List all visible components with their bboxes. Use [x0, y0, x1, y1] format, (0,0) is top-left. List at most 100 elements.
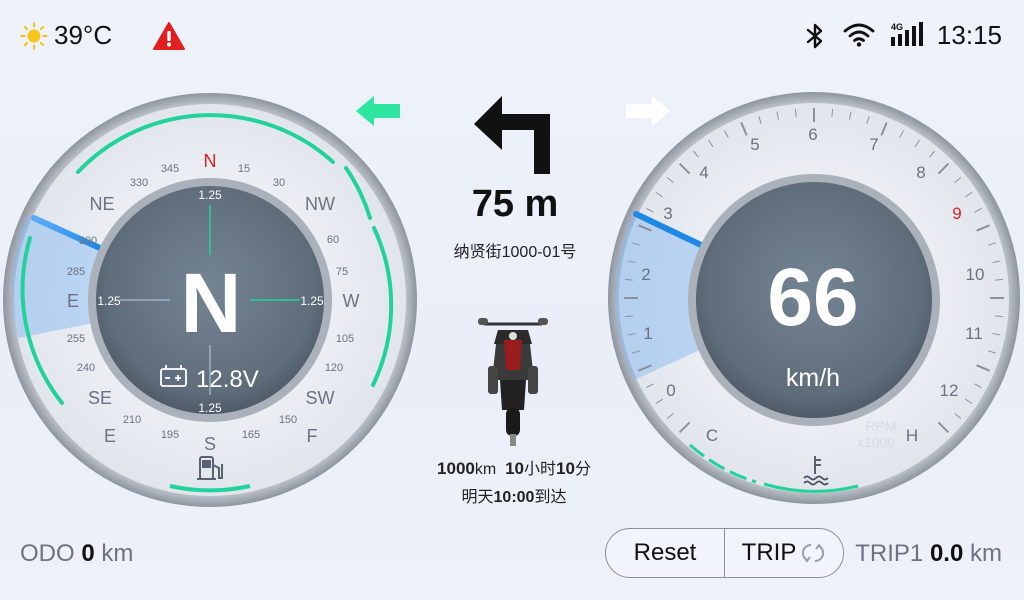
turn-left-arrow-icon	[474, 96, 550, 174]
trip-control-group: Reset TRIP	[605, 528, 844, 578]
rpm-tick	[678, 162, 691, 175]
rpm-tick-label: 4	[699, 163, 708, 182]
odo-unit: km	[101, 540, 134, 567]
trip1-unit: km	[970, 540, 1002, 567]
degree-label: 195	[161, 429, 179, 441]
fuel-empty-label: E	[104, 426, 116, 446]
rpm-tick	[976, 364, 990, 372]
rpm-tick	[624, 315, 633, 318]
compass-se-label: SE	[88, 388, 112, 408]
cycle-icon	[802, 543, 825, 563]
odometer: ODO 0 km	[20, 540, 133, 568]
compass-inner-left: 1.25	[97, 294, 121, 308]
warning-icon[interactable]	[152, 21, 186, 51]
battery-icon	[160, 365, 187, 387]
compass-inner-top: 1.25	[198, 188, 222, 202]
rpm-tick-label: 0	[666, 381, 675, 400]
reset-button[interactable]: Reset	[606, 529, 724, 577]
rpm-tick	[678, 421, 691, 434]
arrival-prefix: 明天	[461, 489, 494, 506]
remaining-minutes-unit: 分	[574, 461, 591, 478]
rpm-tick	[627, 333, 636, 336]
degree-label: 240	[77, 362, 95, 374]
arrival-time: 明天10:00到达	[400, 483, 628, 507]
status-bar: 39°C 4G 13:15	[0, 0, 1024, 70]
rpm-tick	[632, 242, 640, 246]
rpm-tick	[965, 192, 973, 198]
rpm-tick-label: 10	[966, 265, 985, 284]
coolant-temp-icon	[803, 456, 829, 486]
reset-label: Reset	[633, 539, 697, 566]
rpm-tick	[899, 130, 905, 138]
compass-nw-label: NW	[305, 194, 335, 214]
left-turn-indicator-icon	[356, 96, 400, 126]
rpm-tick	[992, 333, 1001, 336]
clock: 13:15	[936, 20, 1002, 50]
remaining-distance-value: 1000	[437, 459, 475, 478]
rpm-tick	[723, 130, 729, 138]
rpm-tick	[974, 207, 982, 213]
compass-gauge: N NE NW E W SE SW E F S 345 15 330 30 30…	[3, 93, 417, 507]
trip-remaining: 1000km 10小时10分	[400, 455, 628, 479]
rpm-tick-label: 11	[965, 324, 983, 343]
rpm-tick	[937, 421, 950, 434]
rpm-tick-label: 6	[808, 125, 817, 144]
rpm-needle	[633, 211, 704, 248]
temp-cold-label: C	[706, 426, 718, 445]
fuel-icon	[197, 456, 223, 480]
rpm-tick-label: 12	[940, 381, 959, 400]
sun-icon	[20, 22, 48, 50]
degree-label: 15	[238, 163, 250, 175]
rpm-tick	[831, 108, 834, 117]
rpm-tick-label: 7	[869, 135, 878, 154]
trip-label: TRIP	[741, 539, 797, 566]
rpm-tick	[776, 111, 779, 120]
rpm-tick	[646, 207, 654, 213]
remaining-hours-unit: 小时	[524, 461, 557, 478]
rpm-redline-label: 9	[952, 204, 961, 223]
motorcycle-image	[478, 318, 548, 446]
turn-distance: 75 m	[471, 183, 559, 225]
rpm-tick	[849, 111, 852, 120]
remaining-hours-value: 10	[505, 459, 524, 478]
rpm-tick	[627, 260, 636, 263]
rpm-tick	[929, 150, 935, 158]
degree-label: 300	[79, 235, 97, 247]
compass-needle	[31, 215, 103, 251]
temp-hot-label: H	[906, 426, 918, 445]
rpm-tick	[974, 383, 982, 389]
rpm-tick	[708, 139, 714, 147]
arrival-time-value: 10:00	[493, 489, 535, 506]
rpm-tick	[638, 364, 652, 372]
street-name: 纳贤街1000-01号	[453, 244, 577, 261]
rpm-tick	[638, 224, 652, 232]
rpm-tick	[965, 398, 973, 404]
rpm-tick-marks	[624, 108, 1004, 434]
rpm-tick	[655, 398, 663, 404]
degree-label: 150	[279, 414, 297, 426]
rpm-tick-label: 2	[641, 265, 650, 284]
speed-unit: km/h	[786, 364, 840, 392]
rpm-tick	[880, 122, 888, 136]
network-type: 4G	[891, 22, 904, 32]
fuel-full-label: F	[307, 426, 318, 446]
rpm-tick	[954, 413, 962, 419]
compass-inner-right: 1.25	[300, 294, 324, 308]
right-turn-indicator-icon	[626, 96, 670, 126]
remaining-minutes-value: 10	[556, 459, 575, 478]
odo-value: 0	[81, 540, 95, 567]
speed-readout: 66	[767, 252, 858, 343]
rpm-tick	[740, 122, 748, 136]
signal-icon: 4G	[889, 22, 927, 48]
trip1-value: 0.0	[929, 540, 964, 567]
degree-label: 210	[123, 414, 141, 426]
trip-toggle-button[interactable]: TRIP	[724, 529, 843, 577]
rpm-tick	[954, 177, 962, 183]
rpm-tick	[976, 224, 990, 232]
rpm-tick	[666, 413, 674, 419]
temperature-readout: 39°C	[54, 20, 113, 50]
rpm-tick	[988, 242, 996, 246]
rpm-tick-label: 1	[643, 324, 652, 343]
degree-label: 285	[67, 266, 85, 278]
rpm-tick	[992, 260, 1001, 263]
